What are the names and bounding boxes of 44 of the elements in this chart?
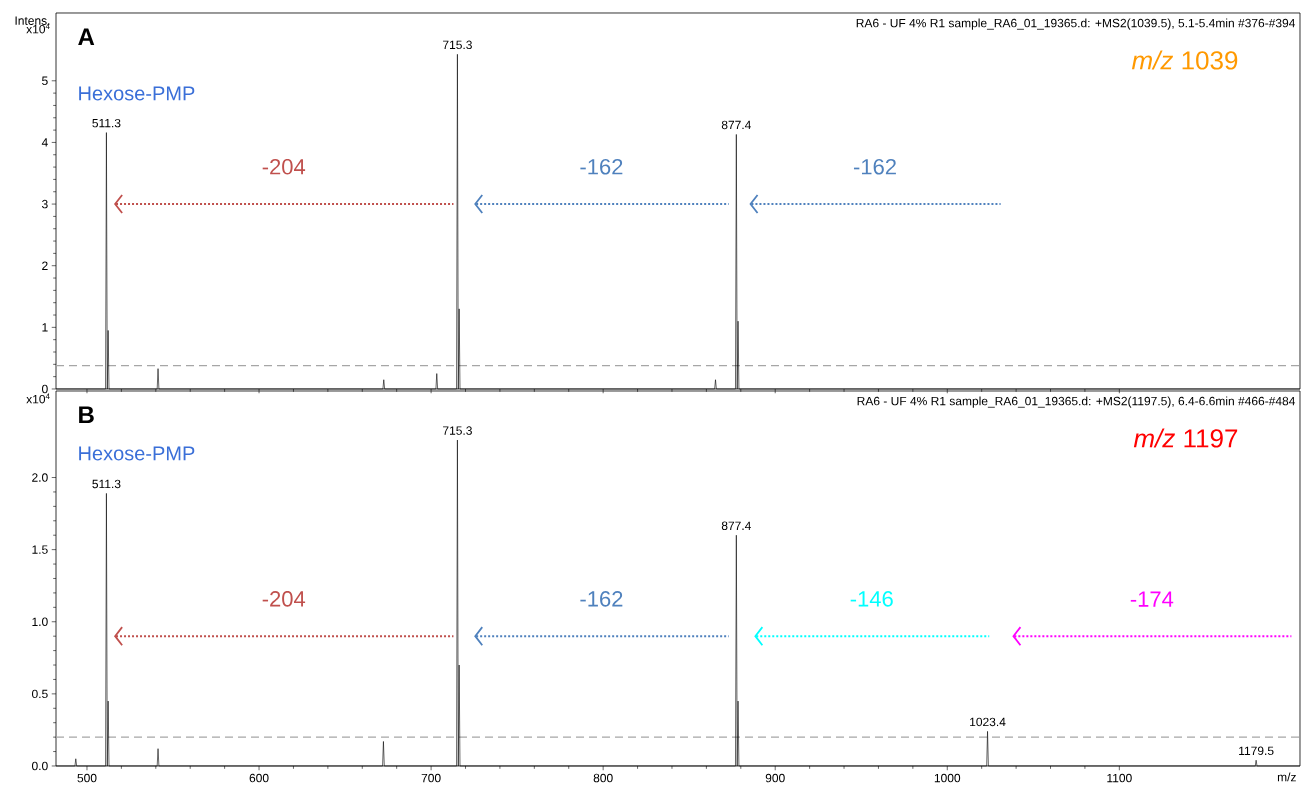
series-label: -204 [262,591,306,607]
annotation: 715.3 [443,426,472,435]
series-label: -146 [850,591,893,607]
annotation: Hexose-PMP [79,446,195,461]
y-tick-label: 5 [42,76,48,85]
y-tick-label: 1.0 [32,617,48,626]
x-axis-title: m/z [1277,772,1296,782]
y-tick-label: 1 [42,323,48,332]
annotation: Hexose-PMP [79,86,195,101]
annotation: 1023.4 [970,717,1006,727]
x-tick-label: 1100 [1107,773,1132,783]
series-label: -204 [262,158,306,175]
annotation: 511.3 [92,118,121,128]
y-tick-label: 0.5 [31,689,48,699]
y-tick-label: 0.0 [31,761,48,771]
annotation: m/z 1039 [1131,50,1238,70]
y-tick-label: 4 [41,138,48,147]
x-tick-label: 500 [77,773,97,783]
annotation: 877.4 [721,120,751,130]
annotation: B [79,406,94,424]
annotation: RA6 - UF 4% R1 sample_RA6_01_19365.d: +MS2(1197.5), 6.4-6.6min #466-#484 [857,396,1296,408]
y-tick-label: 2.0 [32,473,48,482]
y-tick-label: 0 [42,384,48,394]
y-tick-label: 1.5 [32,545,48,554]
annotation: 877.4 [721,521,751,531]
text: x10$^{4}$ [26,393,50,404]
annotation: 511.3 [92,479,121,489]
y-tick-label: 3 [41,199,48,209]
x-tick-label: 800 [593,773,613,783]
x-tick-label: 900 [765,773,785,783]
y-tick-label: 2 [42,261,48,270]
annotation: RA6 - UF 4% R1 sample_RA6_01_19365.d: +MS2(1039.5), 5.1-5.4min #376-#394 [856,18,1296,30]
annotation: A [78,28,95,46]
x-tick-label: 1000 [934,773,961,783]
series-label: -162 [853,158,896,175]
x-tick-label: 600 [249,773,269,783]
series-label: -174 [1130,591,1174,607]
y-axis-title: Intens. [15,16,50,25]
x-tick-label: 700 [421,773,441,783]
series-label: -162 [580,591,623,607]
annotation: 1179.5 [1239,746,1274,756]
annotation: m/z 1197 [1133,428,1238,448]
annotation: 715.3 [443,40,472,50]
series-label: -162 [580,158,623,175]
